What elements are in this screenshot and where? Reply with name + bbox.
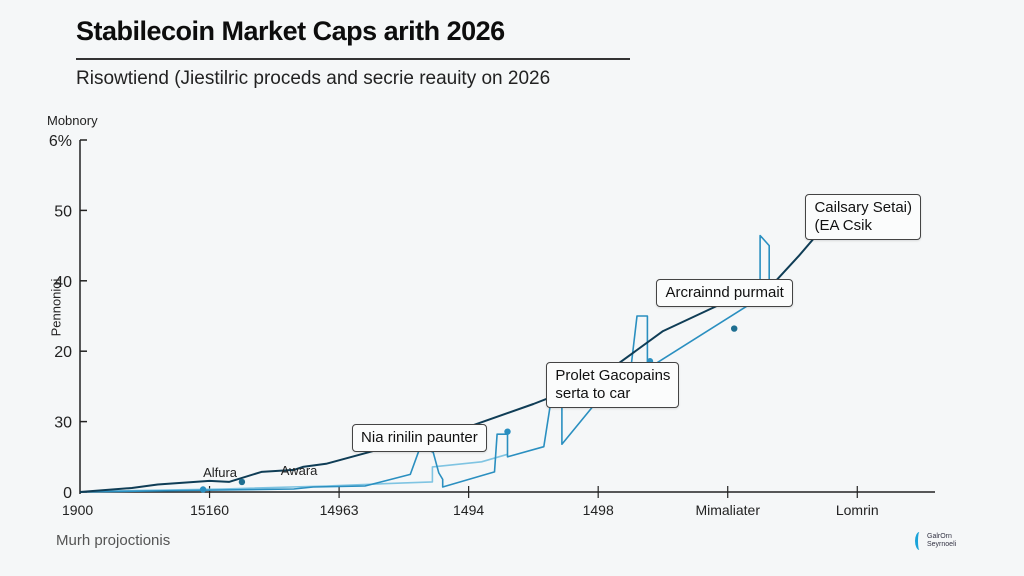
x-tick-label: 14963: [320, 502, 359, 518]
brand-mark-icon: [915, 532, 924, 550]
y-axis-unit-label: Mobnory: [47, 113, 98, 128]
annotation-label: Alfura: [203, 465, 238, 481]
annotation-callout: Arcrainnd purmait: [656, 279, 793, 308]
y-tick-label: 30: [54, 415, 72, 432]
x-tick-label: 1494: [453, 502, 484, 518]
data-point-marker: [199, 486, 207, 493]
data-point-marker: [238, 478, 246, 486]
chart-title: Stabilecoin Market Caps arith 2026: [76, 16, 505, 46]
brand-line-2: Seyrnoeli: [927, 541, 957, 548]
y-tick-label: 20: [54, 344, 72, 361]
brand-text: GalrOrn Seyrnoeli: [927, 533, 956, 549]
x-tick-label: Lomrin: [836, 502, 879, 518]
annotation-callout: Cailsary Setai) (EA Csik: [805, 193, 921, 240]
y-tick-label: 6%: [49, 133, 72, 150]
y-tick-label: 40: [54, 274, 72, 291]
data-point-marker: [731, 325, 738, 332]
x-tick-label: 15160: [190, 502, 229, 518]
x-tick-label: Mimaliater: [695, 502, 760, 518]
title-divider: [76, 58, 630, 60]
x-tick-label: 1498: [583, 502, 614, 518]
chart-subtitle: Risowtiend (Jiestilric proceds and secri…: [76, 68, 551, 89]
y-tick-label: 50: [54, 203, 72, 220]
series-line-secondary: [79, 234, 770, 493]
y-tick-label: 0: [63, 485, 72, 502]
annotation-callout: Nia rinilin paunter: [352, 423, 487, 452]
series-line-tertiary: [105, 453, 508, 492]
annotation-label: Awara: [280, 462, 318, 478]
brand-logo: GalrOrn Seyrnoeli: [915, 532, 956, 550]
data-point-marker: [504, 428, 511, 435]
annotation-callout: Prolet Gacopains serta to car: [546, 362, 680, 409]
x-tick-label: 1900: [62, 502, 93, 518]
footer-note: Murh projoctionis: [56, 532, 171, 549]
series-line-main-trend: [79, 224, 826, 493]
brand-line-1: GalrOrn: [927, 533, 952, 540]
